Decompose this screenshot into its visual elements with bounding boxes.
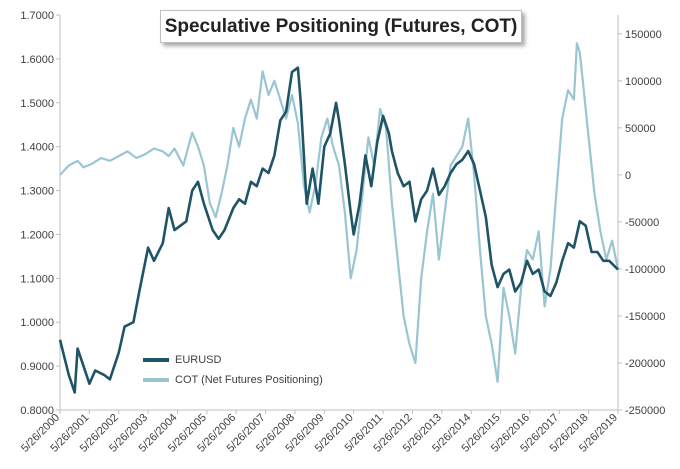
left-axis-tick-label: 1.5000 [20, 98, 54, 110]
right-axis-tick-label: -200000 [625, 358, 665, 370]
legend-swatch-cot [143, 378, 169, 382]
legend-swatch-eurusd [143, 358, 169, 362]
chart-title-box: Speculative Positioning (Futures, COT) [160, 10, 522, 43]
right-axis-tick-label: 0 [625, 170, 631, 182]
eurusd-series-line [58, 66, 619, 394]
left-axis-tick-label: 1.3000 [20, 186, 54, 198]
right-axis-tick-label: 100000 [625, 76, 662, 88]
cot-series-line [59, 42, 620, 383]
left-axis-tick-label: 1.4000 [20, 142, 54, 154]
right-axis-tick-label: -150000 [625, 311, 665, 323]
left-axis-tick-label: 1.7000 [20, 10, 54, 22]
left-axis-tick-label: 1.2000 [20, 229, 54, 241]
left-axis-tick-label: 1.6000 [20, 54, 54, 66]
legend-label-cot: COT (Net Futures Positioning) [175, 374, 323, 386]
left-axis-tick-label: 0.9000 [20, 361, 54, 373]
legend-item-eurusd: EURUSD [143, 350, 343, 370]
right-axis-tick-label: -50000 [625, 217, 659, 229]
right-axis-tick-label: -100000 [625, 264, 665, 276]
right-axis-tick-label: 50000 [625, 123, 656, 135]
legend-item-cot: COT (Net Futures Positioning) [143, 370, 343, 390]
chart-title: Speculative Positioning (Futures, COT) [164, 15, 518, 37]
chart-legend: EURUSD COT (Net Futures Positioning) [143, 350, 343, 396]
left-axis-tick-label: 1.1000 [20, 273, 54, 285]
right-axis-tick-label: -250000 [625, 405, 665, 417]
legend-label-eurusd: EURUSD [175, 354, 222, 366]
right-axis-tick-label: 150000 [625, 29, 662, 41]
left-axis-tick-label: 1.0000 [20, 317, 54, 329]
left-axis-tick-label: 0.8000 [20, 405, 54, 417]
